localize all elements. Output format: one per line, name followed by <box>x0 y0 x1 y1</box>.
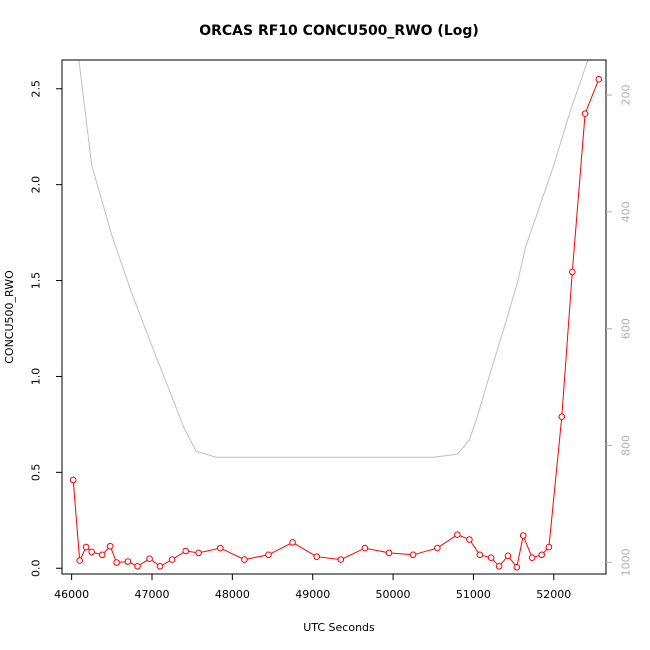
data-point <box>241 556 248 563</box>
y2-axis: 200 400 600 800 1000 <box>606 85 633 576</box>
y-tick-label: 2.5 <box>30 80 43 98</box>
y-tick-label: 1.5 <box>30 272 43 290</box>
data-point <box>361 544 369 552</box>
data-point <box>495 563 503 570</box>
concentration-series <box>69 75 603 571</box>
y2-tick-label: 1000 <box>620 548 633 576</box>
x-tick-label: 52000 <box>536 588 571 601</box>
pressure-series <box>78 60 589 458</box>
data-point <box>545 543 553 551</box>
pressure-line <box>78 60 589 458</box>
data-point <box>146 555 153 563</box>
data-point <box>82 543 90 551</box>
data-point <box>513 564 521 571</box>
y2-tick-label: 400 <box>620 201 633 222</box>
data-point <box>113 559 120 566</box>
x-tick-label: 46000 <box>54 588 89 601</box>
data-point <box>454 531 461 539</box>
data-point <box>313 553 321 561</box>
y-axis-label: CONCU500_RWO <box>3 270 16 364</box>
data-point <box>409 551 417 559</box>
data-point <box>106 542 114 550</box>
data-point <box>487 554 495 562</box>
y2-tick-label: 200 <box>620 85 633 106</box>
data-point <box>466 536 473 543</box>
x-tick-label: 48000 <box>215 588 250 601</box>
data-point <box>124 558 132 565</box>
data-point <box>88 548 95 556</box>
chart-title: ORCAS RF10 CONCU500_RWO (Log) <box>199 23 479 39</box>
data-point <box>69 476 77 484</box>
data-point <box>385 549 393 557</box>
y-tick-label: 1.0 <box>30 368 43 386</box>
data-point <box>528 554 536 562</box>
data-point <box>558 413 566 421</box>
data-point <box>434 544 441 552</box>
data-point <box>168 556 176 563</box>
x-axis-label: UTC Seconds <box>303 621 375 634</box>
x-axis: 46000 47000 48000 49000 50000 51000 52000 <box>54 574 571 601</box>
y-tick-label: 0.0 <box>30 559 43 577</box>
y-tick-label: 0.5 <box>30 464 43 482</box>
data-point <box>265 551 272 559</box>
data-point <box>156 563 164 570</box>
data-point <box>182 547 189 555</box>
data-point <box>595 75 603 83</box>
x-tick-label: 47000 <box>134 588 169 601</box>
plot-frame <box>61 59 607 575</box>
y2-tick-label: 600 <box>620 318 633 339</box>
concentration-line <box>72 79 600 569</box>
x-tick-label: 51000 <box>456 588 491 601</box>
data-point <box>538 551 546 559</box>
data-point <box>134 563 141 570</box>
data-point <box>98 551 106 559</box>
x-tick-label: 50000 <box>376 588 411 601</box>
y2-tick-label: 800 <box>620 435 633 456</box>
data-point <box>217 544 224 552</box>
data-point <box>569 268 576 276</box>
y-axis: 0.0 0.5 1.0 1.5 2.0 2.5 <box>30 80 62 577</box>
x-tick-label: 49000 <box>295 588 330 601</box>
data-point <box>76 557 83 564</box>
y-tick-label: 2.0 <box>30 176 43 194</box>
data-point <box>504 552 512 560</box>
data-point <box>519 532 527 539</box>
data-point <box>289 539 296 546</box>
data-point <box>337 556 345 563</box>
data-point <box>476 551 484 559</box>
data-point <box>195 549 202 557</box>
data-point <box>581 110 589 117</box>
